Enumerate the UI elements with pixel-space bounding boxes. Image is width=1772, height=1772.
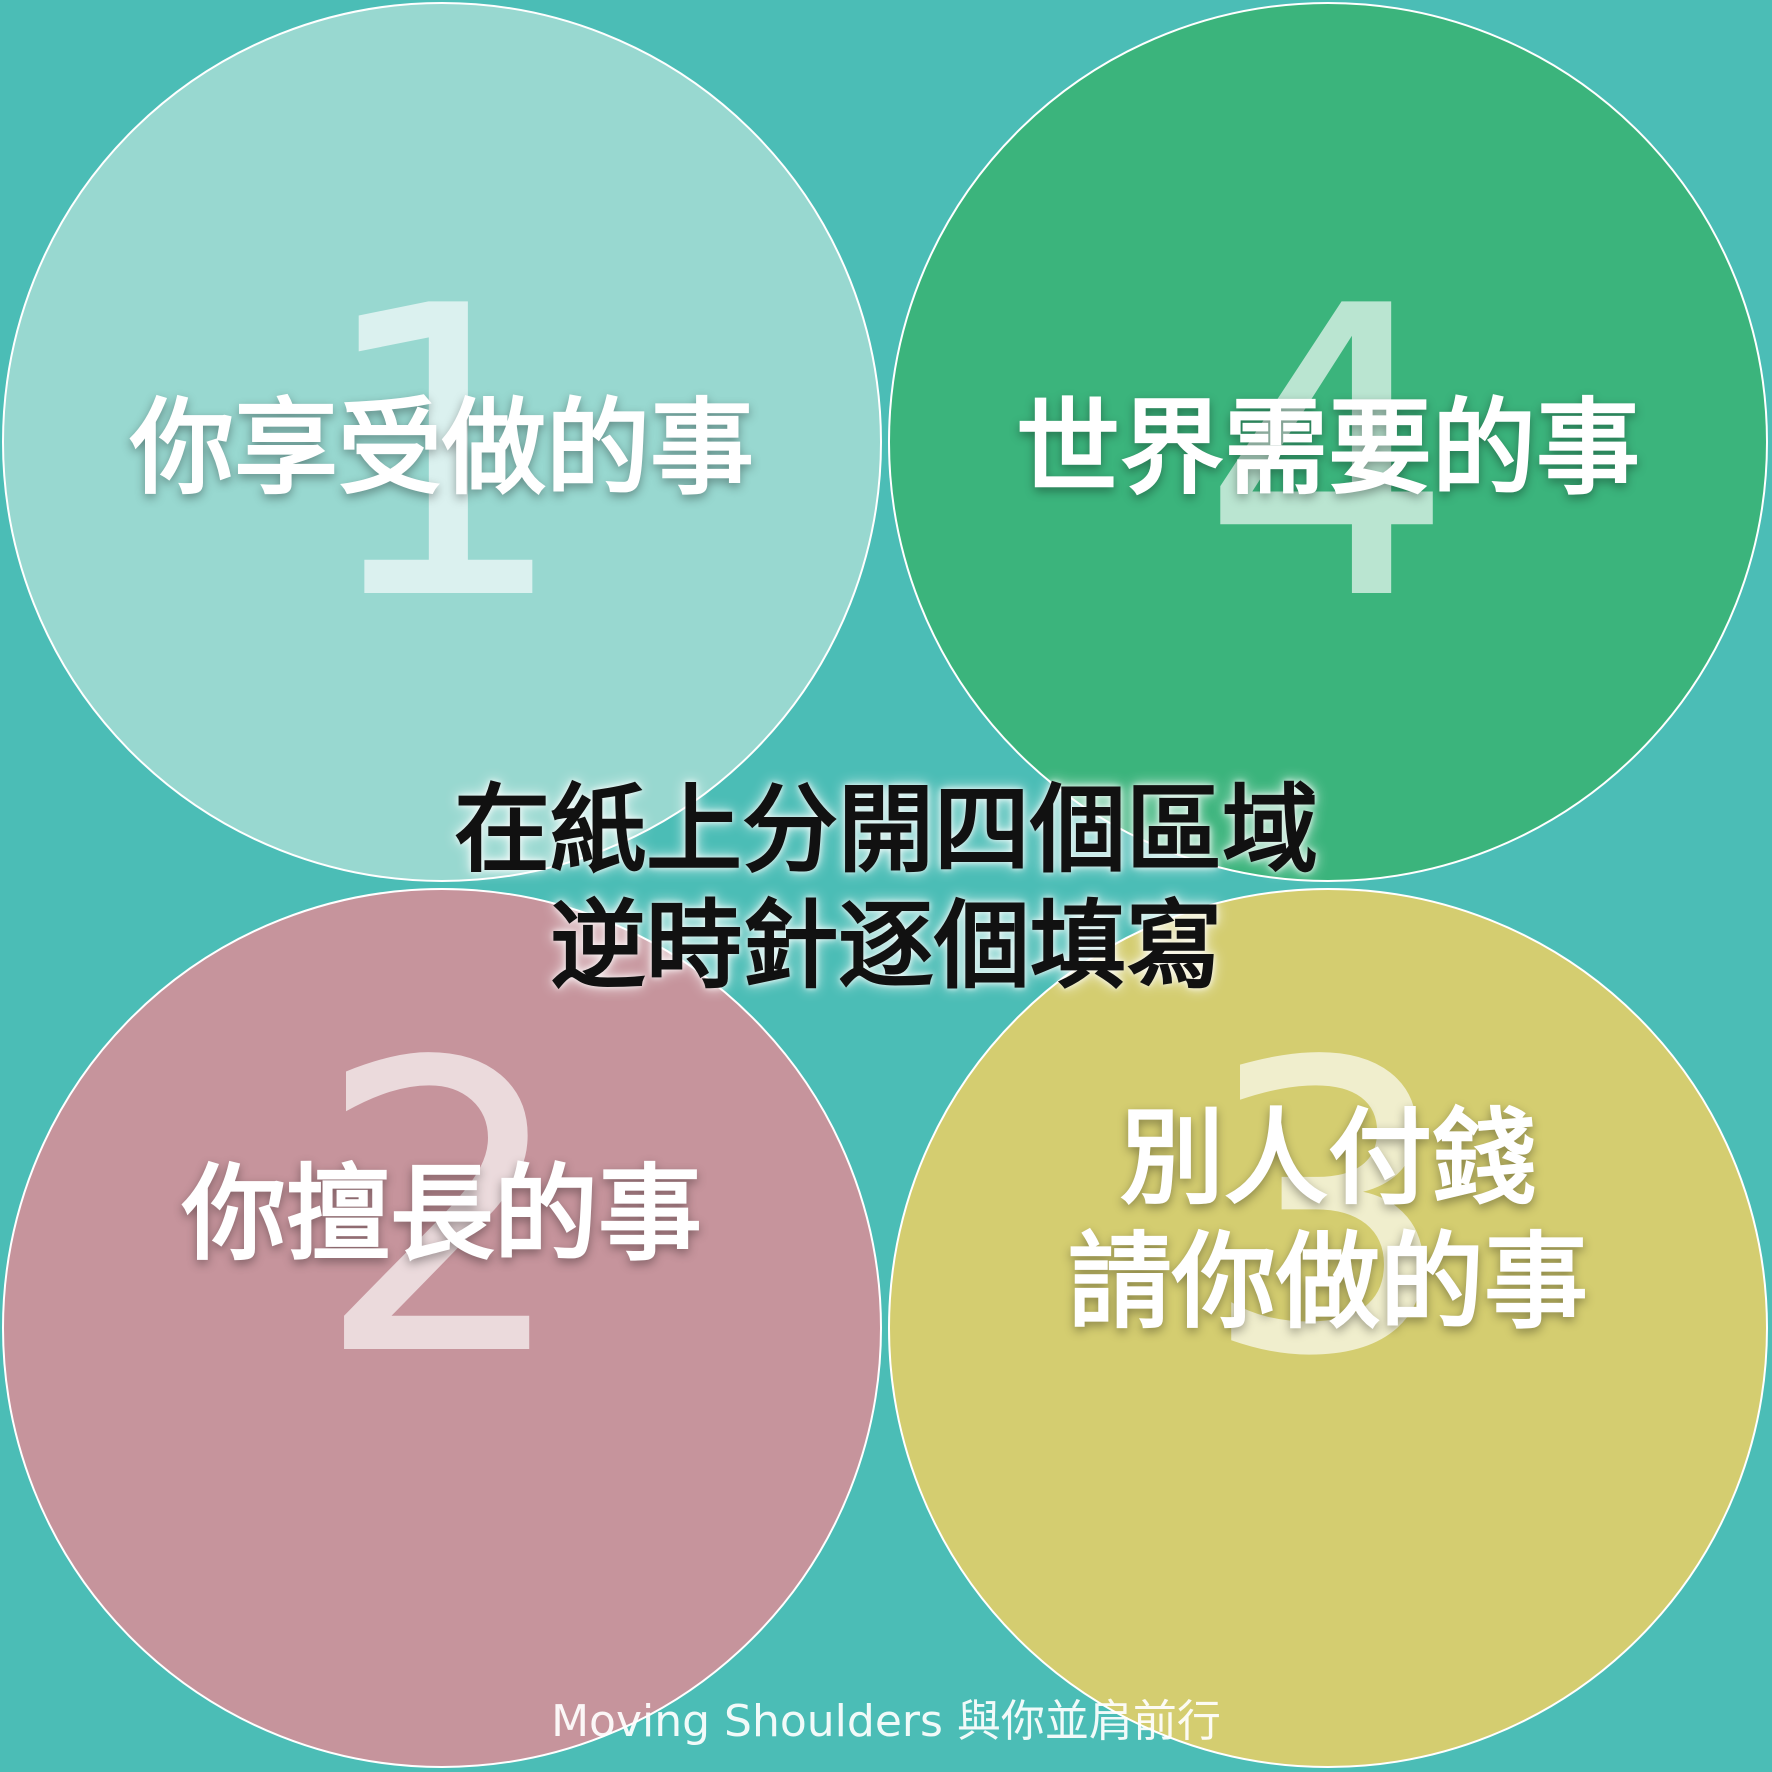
circle-paid-for: 3 別人付錢 請你做的事 bbox=[888, 888, 1768, 1768]
center-instruction: 在紙上分開四個區域 逆時針逐個填寫 bbox=[0, 772, 1772, 1004]
center-instruction-line2: 逆時針逐個填寫 bbox=[550, 890, 1222, 1002]
circle-world-needs: 4 世界需要的事 bbox=[888, 2, 1768, 882]
circle-number-2: 2 bbox=[314, 979, 570, 1444]
circle-number-3: 3 bbox=[1200, 979, 1456, 1444]
circle-label-paid-for-line2: 請你做的事 bbox=[1067, 1221, 1588, 1343]
center-instruction-line1: 在紙上分開四個區域 bbox=[454, 774, 1318, 886]
footer-credit: Moving Shoulders 與你並肩前行 bbox=[551, 1696, 1221, 1747]
circle-label-paid-for-line1: 別人付錢 bbox=[1119, 1097, 1536, 1219]
circle-label-paid-for: 別人付錢 請你做的事 bbox=[890, 1096, 1766, 1344]
circle-good-at: 2 你擅長的事 bbox=[2, 888, 882, 1768]
circle-enjoy: 1 你享受做的事 bbox=[2, 2, 882, 882]
circle-number-1: 1 bbox=[314, 223, 570, 688]
circle-label-enjoy: 你享受做的事 bbox=[129, 387, 754, 509]
circle-label-good-at: 你擅長的事 bbox=[181, 1153, 702, 1275]
circle-number-4: 4 bbox=[1200, 223, 1456, 688]
circle-label-world-needs: 世界需要的事 bbox=[1015, 387, 1640, 509]
